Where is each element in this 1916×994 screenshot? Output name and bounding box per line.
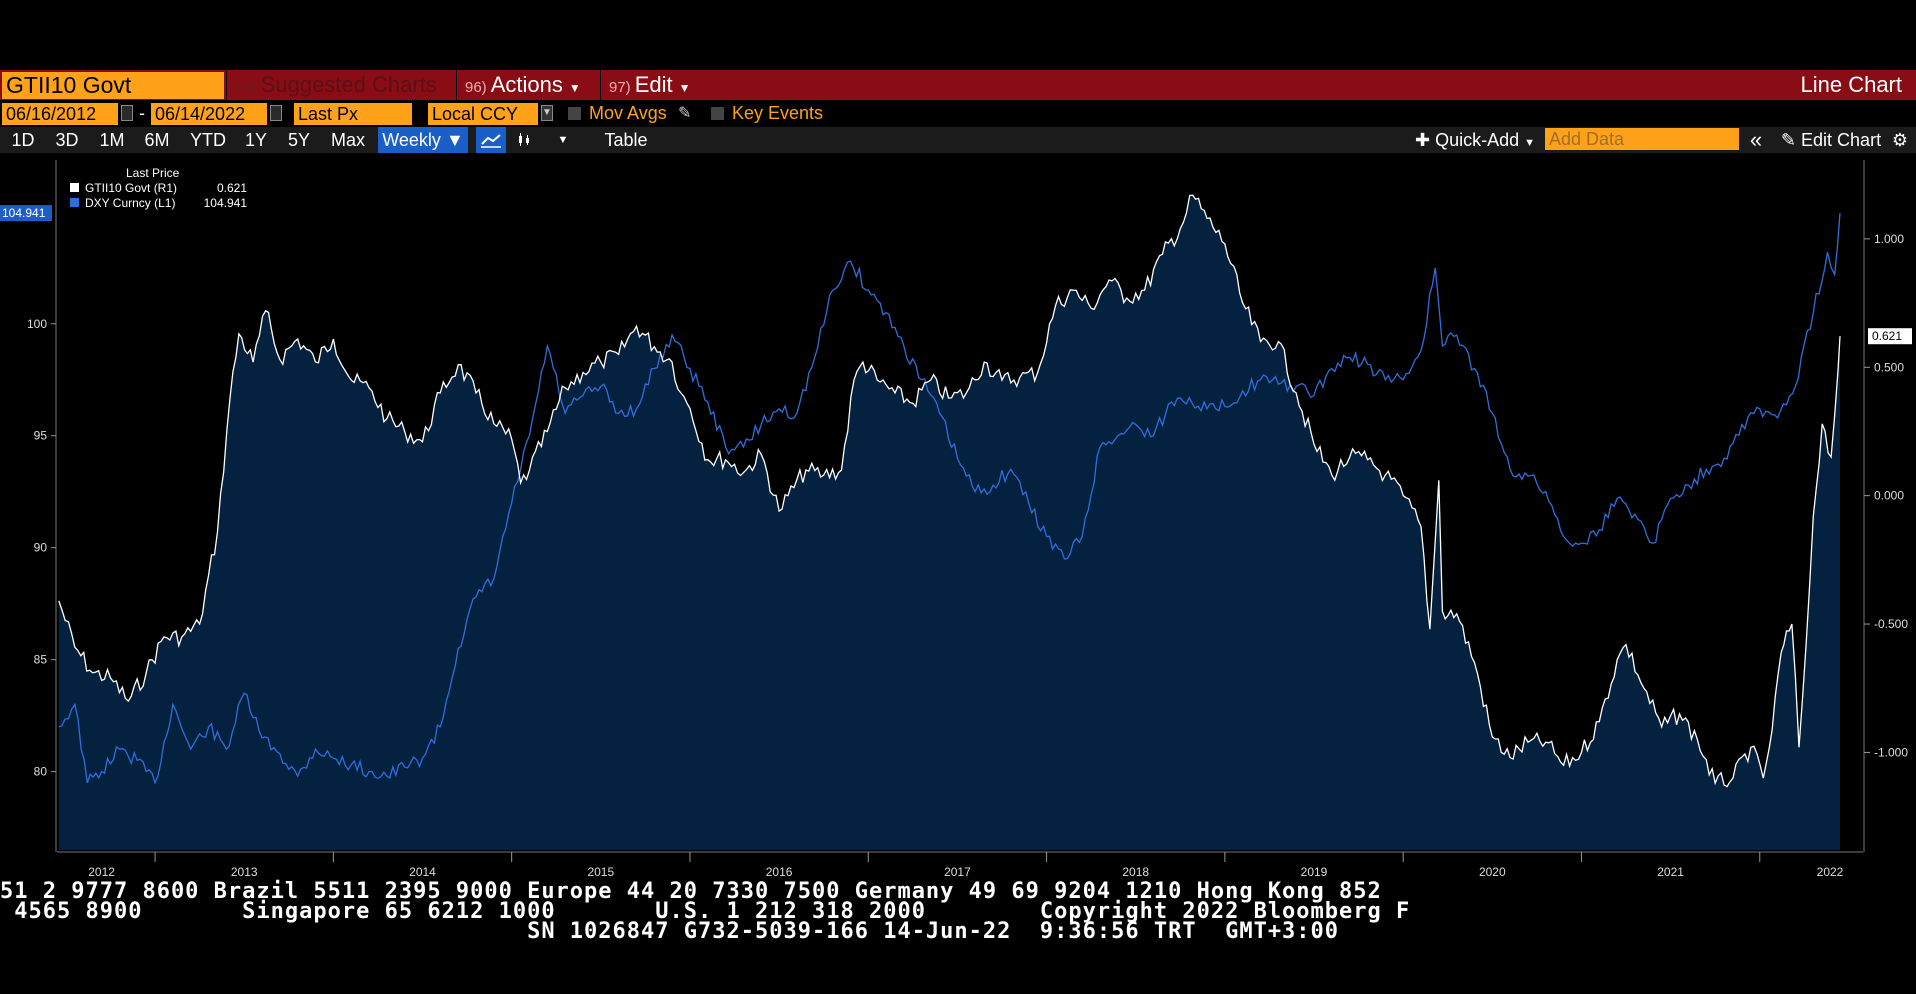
menu-number: 97) bbox=[609, 79, 631, 96]
ticker-line-3: SN 1026847 G732-5039-166 14-Jun-22 9:36:… bbox=[0, 919, 1340, 944]
pencil-icon[interactable]: ✎ bbox=[678, 105, 692, 122]
x-tick-label: 2022 bbox=[1817, 865, 1844, 879]
x-tick-label: 2021 bbox=[1657, 865, 1684, 879]
period-1y[interactable]: 1Y bbox=[244, 130, 268, 150]
collapse-left-icon[interactable]: « bbox=[1749, 127, 1763, 152]
line-chart: 80 85 90 95 100 -1.000 -0.500 0.000 0.500 1.000 10… bbox=[0, 160, 1912, 879]
period-3d[interactable]: 3D bbox=[55, 130, 79, 150]
edit-chart-button[interactable]: ✎ Edit Chart bbox=[1772, 127, 1890, 153]
chevron-down-icon[interactable]: ▼ bbox=[557, 134, 569, 146]
triangle-down-icon: ▼ bbox=[445, 130, 464, 150]
x-tick-label: 2014 bbox=[409, 865, 436, 879]
gtii10-area bbox=[58, 195, 1841, 850]
left-tick-label: 85 bbox=[34, 653, 48, 667]
quick-add-label: Quick-Add bbox=[1435, 130, 1520, 150]
period-1m[interactable]: 1M bbox=[99, 130, 125, 150]
dxy-last-value: 104.941 bbox=[2, 206, 46, 220]
calendar-icon[interactable] bbox=[121, 105, 133, 121]
x-tick-label: 2017 bbox=[944, 865, 971, 879]
right-tick-label: 0.500 bbox=[1874, 360, 1904, 374]
dxy-line bbox=[58, 213, 1841, 785]
x-tick-label: 2018 bbox=[1122, 865, 1149, 879]
legend-swatch bbox=[70, 183, 79, 192]
security-field[interactable]: GTII10 Govt bbox=[2, 72, 224, 99]
plus-icon: ✚ bbox=[1414, 130, 1431, 150]
right-tick-label: -0.500 bbox=[1874, 617, 1908, 631]
table-button[interactable]: Table bbox=[604, 130, 648, 150]
start-date-field[interactable]: 06/16/2012 bbox=[2, 103, 118, 125]
gtii10-line bbox=[58, 194, 1841, 788]
currency-select[interactable]: Local CCY bbox=[428, 103, 538, 125]
gear-icon[interactable]: ⚙ bbox=[1891, 130, 1909, 150]
key-events-checkbox[interactable] bbox=[711, 107, 724, 120]
suggested-charts-menu[interactable]: 94) Suggested Charts bbox=[226, 70, 445, 100]
right-tick-label: 0.000 bbox=[1874, 489, 1904, 503]
menu-label: Actions bbox=[490, 72, 563, 97]
menu-label: Suggested Charts bbox=[260, 72, 437, 97]
x-tick-label: 2013 bbox=[231, 865, 258, 879]
price-field-select[interactable]: Last Px bbox=[294, 103, 412, 125]
x-tick-label: 2019 bbox=[1301, 865, 1328, 879]
mov-avgs-label: Mov Avgs bbox=[589, 103, 667, 123]
menu-label: Edit bbox=[634, 72, 673, 97]
end-date-field[interactable]: 06/14/2022 bbox=[151, 103, 267, 125]
frequency-label: Weekly bbox=[382, 130, 441, 150]
period-max[interactable]: Max bbox=[330, 130, 365, 150]
edit-chart-label: Edit Chart bbox=[1801, 130, 1882, 150]
x-tick-label: 2012 bbox=[88, 865, 115, 879]
chart-type-title: Line Chart bbox=[1800, 72, 1902, 97]
legend-series-name: DXY Curncy (L1) bbox=[85, 196, 175, 210]
legend-series-value: 0.621 bbox=[217, 181, 247, 195]
menu-number: 94) bbox=[235, 79, 257, 96]
edit-menu[interactable]: 97) Edit ▼ bbox=[600, 70, 699, 100]
line-chart-icon[interactable] bbox=[476, 127, 506, 153]
caret-down-icon: ▼ bbox=[568, 81, 581, 95]
period-ytd[interactable]: YTD bbox=[190, 130, 226, 150]
add-data-input[interactable]: Add Data bbox=[1545, 128, 1739, 150]
gtii10-last-value-box bbox=[1868, 328, 1912, 345]
x-tick-label: 2015 bbox=[587, 865, 614, 879]
right-tick-label: -1.000 bbox=[1874, 745, 1908, 759]
ticker-line-1: 51 2 9777 8600 Brazil 5511 2395 9000 Eur… bbox=[0, 879, 1382, 904]
quick-add-button[interactable]: ✚ Quick-Add ▼ bbox=[1410, 127, 1540, 153]
key-events-label: Key Events bbox=[732, 103, 824, 123]
legend-series-name: GTII10 Govt (R1) bbox=[85, 181, 177, 195]
left-tick-label: 90 bbox=[34, 541, 48, 555]
pencil-icon: ✎ bbox=[1780, 130, 1797, 150]
left-tick-label: 95 bbox=[34, 429, 48, 443]
candlestick-icon[interactable] bbox=[512, 127, 536, 153]
menu-number: 96) bbox=[465, 79, 487, 96]
title-bar bbox=[0, 70, 1916, 100]
right-tick-label: 1.000 bbox=[1874, 232, 1904, 246]
period-6m[interactable]: 6M bbox=[144, 130, 170, 150]
caret-down-icon: ▼ bbox=[1524, 137, 1536, 149]
x-tick-label: 2020 bbox=[1479, 865, 1506, 879]
period-5y[interactable]: 5Y bbox=[287, 130, 311, 150]
actions-menu[interactable]: 96) Actions ▼ bbox=[456, 70, 589, 100]
legend-swatch bbox=[70, 198, 79, 207]
mov-avgs-checkbox[interactable] bbox=[568, 107, 581, 120]
dxy-last-value-box bbox=[0, 205, 52, 222]
left-tick-label: 80 bbox=[34, 765, 48, 779]
caret-down-icon: ▼ bbox=[678, 81, 691, 95]
ticker-line-2: 4565 8900 Singapore 65 6212 1000 U.S. 1 … bbox=[0, 899, 1411, 924]
date-dash: - bbox=[139, 103, 145, 123]
legend-title: Last Price bbox=[126, 166, 180, 180]
calendar-icon[interactable] bbox=[270, 105, 282, 121]
chevron-down-icon[interactable]: ▼ bbox=[541, 105, 553, 121]
gtii10-last-value: 0.621 bbox=[1872, 329, 1902, 343]
x-tick-label: 2016 bbox=[766, 865, 793, 879]
period-1d[interactable]: 1D bbox=[11, 130, 35, 150]
legend-series-value: 104.941 bbox=[204, 196, 248, 210]
frequency-select[interactable]: Weekly ▼ bbox=[378, 127, 468, 153]
left-tick-label: 100 bbox=[27, 317, 47, 331]
